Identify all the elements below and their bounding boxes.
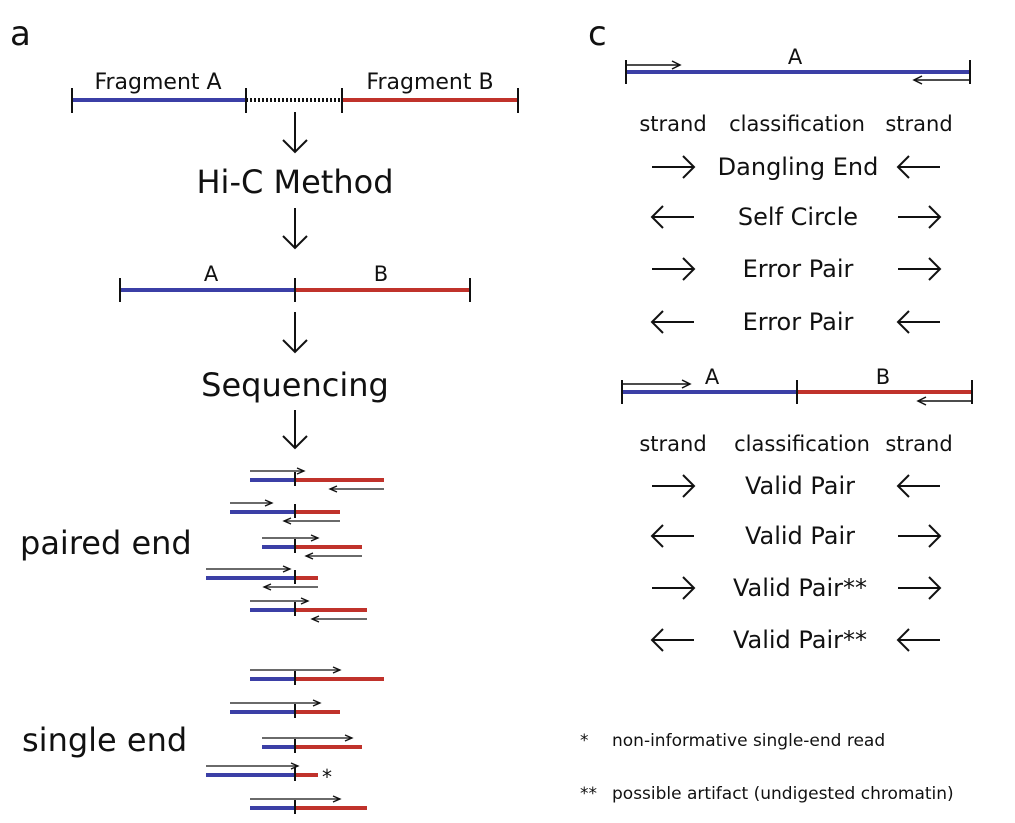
arrow-left-icon: [650, 628, 694, 652]
arrow-right-icon: [652, 155, 696, 179]
arrow-left-icon: [896, 310, 940, 334]
paired-end-label: paired end: [20, 524, 192, 562]
classification-row: Valid Pair: [652, 472, 940, 500]
fragment-a-label: Fragment A: [94, 70, 221, 95]
sequencing-label: Sequencing: [201, 366, 389, 404]
paired-read: [250, 597, 367, 623]
single-read: [250, 795, 367, 814]
single-fragment-classification-table: Dangling End Self Circle Error Pair Error P…: [650, 153, 942, 336]
arrow-left-icon: [896, 474, 940, 498]
arrow-right-icon: [898, 257, 942, 281]
top-fragment-a-label: A: [788, 45, 803, 69]
footnote-2-text: possible artifact (undigested chromatin): [612, 784, 954, 804]
down-arrow-icon: [282, 208, 308, 250]
strand-header-left: strand: [639, 112, 706, 136]
classification-row: Valid Pair: [650, 522, 942, 550]
ligated-a-label: A: [204, 262, 219, 286]
arrow-left-icon: [650, 205, 694, 229]
down-arrow-icon: [282, 112, 308, 154]
hi-c-method-label: Hi-C Method: [196, 163, 393, 201]
bottom-fragment-a-label: A: [705, 365, 720, 389]
arrow-left-icon: [896, 155, 940, 179]
classification-label: Valid Pair**: [733, 574, 867, 602]
paired-read: [262, 534, 362, 560]
classification-label: Valid Pair**: [733, 626, 867, 654]
classification-row: Self Circle: [650, 203, 942, 231]
footnote-1-text: non-informative single-end read: [612, 731, 885, 751]
arrow-right-icon: [652, 474, 696, 498]
classification-label: Valid Pair: [745, 472, 855, 500]
single-read: [250, 666, 384, 685]
strand-header-left-2: strand: [639, 432, 706, 456]
panel-a-letter: a: [10, 14, 31, 54]
footnote-2-mark: **: [580, 784, 597, 804]
single-end-label: single end: [22, 721, 187, 759]
classification-label: Valid Pair: [745, 522, 855, 550]
strand-header-right: strand: [885, 112, 952, 136]
asterisk-mark: *: [322, 765, 332, 789]
single-read: [230, 699, 340, 718]
arrow-left-icon: [650, 524, 694, 548]
single-read: [206, 762, 318, 781]
fragment-b-label: Fragment B: [366, 70, 493, 95]
bottom-fragment-b-label: B: [876, 365, 890, 389]
panel-c-letter: c: [588, 14, 607, 54]
single-read: [262, 734, 362, 753]
paired-read: [230, 499, 340, 525]
ligated-product-bar: [119, 278, 471, 302]
classification-row: Error Pair: [650, 308, 940, 336]
strand-header-right-2: strand: [885, 432, 952, 456]
footnote-1-mark: *: [580, 731, 589, 751]
classification-row: Valid Pair**: [650, 626, 940, 654]
classification-row: Dangling End: [652, 153, 940, 181]
classification-header: classification: [729, 112, 865, 136]
classification-header-2: classification: [734, 432, 870, 456]
paired-read: [250, 467, 384, 493]
classification-label: Error Pair: [743, 255, 854, 283]
two-fragment-classification-table: Valid Pair Valid Pair Valid Pair** Valid Pa…: [650, 472, 942, 654]
arrow-right-icon: [898, 576, 942, 600]
arrow-right-icon: [898, 205, 942, 229]
paired-end-reads: [206, 467, 384, 623]
single-fragment-bar: [625, 60, 971, 85]
paired-read: [206, 565, 318, 591]
down-arrow-icon: [282, 410, 308, 450]
classification-row: Valid Pair**: [652, 574, 942, 602]
arrow-left-icon: [650, 310, 694, 334]
arrow-right-icon: [652, 257, 696, 281]
classification-row: Error Pair: [652, 255, 942, 283]
fragments-input-bar: [71, 88, 519, 113]
ligated-b-label: B: [374, 262, 388, 286]
classification-label: Error Pair: [743, 308, 854, 336]
single-end-reads: [206, 666, 384, 814]
arrow-right-icon: [652, 576, 696, 600]
arrow-right-icon: [898, 524, 942, 548]
two-fragment-bar: [621, 379, 973, 406]
classification-label: Dangling End: [718, 153, 879, 181]
classification-label: Self Circle: [738, 203, 858, 231]
down-arrow-icon: [282, 312, 308, 354]
arrow-left-icon: [896, 628, 940, 652]
